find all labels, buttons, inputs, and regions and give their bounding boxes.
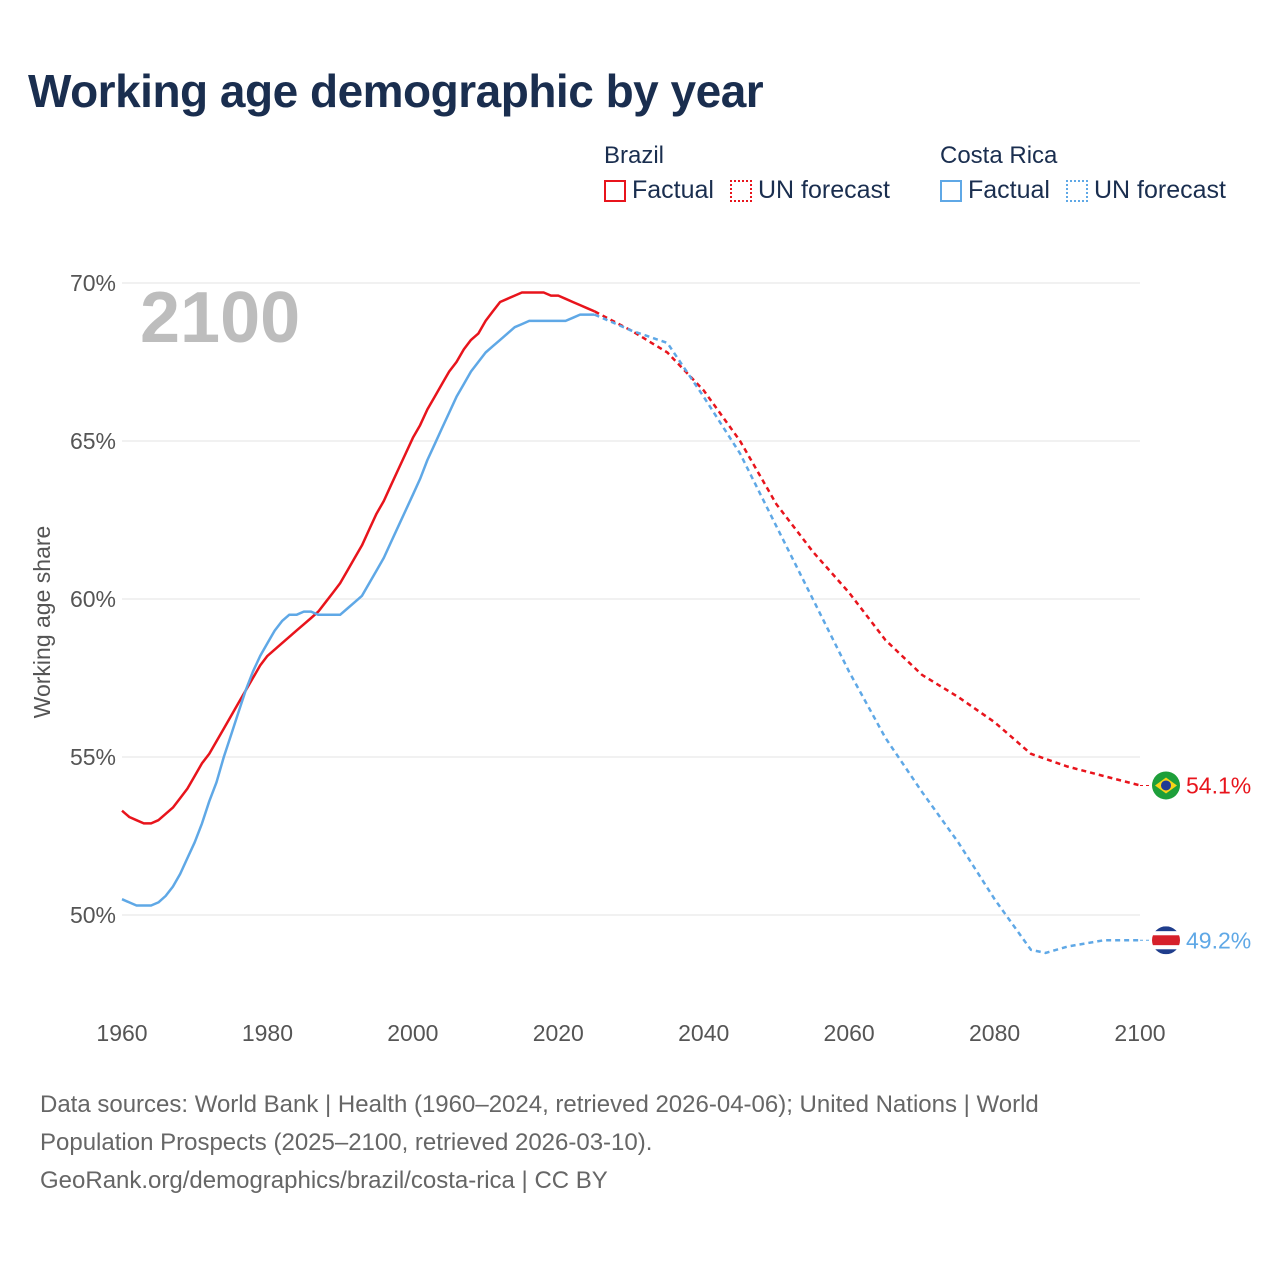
x-tick-label: 2100 <box>1114 1020 1165 1046</box>
x-tick-label: 2080 <box>969 1020 1020 1046</box>
legend-swatch-dotted <box>1065 179 1088 202</box>
legend-item-brazil-forecast[interactable]: UN forecast <box>729 176 890 205</box>
footer-line: Population Prospects (2025–2100, retriev… <box>40 1129 653 1156</box>
costa-rica-flag-stripe <box>1152 949 1180 955</box>
legend-item-costa-rica-forecast[interactable]: UN forecast <box>1065 176 1226 205</box>
legend-group-name: Costa Rica <box>940 142 1058 169</box>
x-tick-label: 2040 <box>678 1020 729 1046</box>
chart-title: Working age demographic by year <box>28 65 764 117</box>
brazil-forecast-line <box>594 310 1141 787</box>
footer-line: GeoRank.org/demographics/brazil/costa-ri… <box>40 1167 608 1194</box>
legend-brazil: Brazil Factual UN forecast <box>604 142 890 205</box>
x-tick-label: 1960 <box>96 1020 147 1046</box>
brazil-flag-globe <box>1161 780 1171 791</box>
legend-swatch-dotted <box>729 179 752 202</box>
costa-rica-flag-stripe <box>1152 926 1180 932</box>
y-tick-label: 65% <box>70 428 116 454</box>
costa-rica-end-label: 49.2% <box>1186 927 1251 953</box>
legend-label: Factual <box>632 176 714 204</box>
y-tick-label: 70% <box>70 270 116 296</box>
x-tick-label: 2060 <box>824 1020 875 1046</box>
legend-swatch-solid <box>604 179 626 202</box>
costa-rica-flag-stripe <box>1152 931 1180 936</box>
legend-item-brazil-factual[interactable]: Factual <box>604 176 714 205</box>
y-tick-label: 55% <box>70 744 116 770</box>
costa-rica-flag-stripe <box>1152 945 1180 950</box>
y-tick-label: 60% <box>70 586 116 612</box>
brazil-end-label: 54.1% <box>1186 772 1251 798</box>
costa-rica-factual-line <box>121 313 595 907</box>
footer-sources: Data sources: World Bank | Health (1960–… <box>40 1086 1220 1200</box>
legend-label: UN forecast <box>757 176 890 204</box>
x-tick-label: 2020 <box>533 1020 584 1046</box>
costa-rica-flag-icon <box>1152 926 1180 955</box>
legend-label: Factual <box>968 176 1050 204</box>
legend-item-costa-rica-factual[interactable]: Factual <box>940 176 1050 205</box>
footer-line: Data sources: World Bank | Health (1960–… <box>40 1091 1039 1118</box>
legend-label: UN forecast <box>1093 176 1226 204</box>
x-tick-label: 2000 <box>387 1020 438 1046</box>
legend-swatch-solid <box>940 179 962 202</box>
legend-costa-rica: Costa Rica Factual UN forecast <box>940 142 1226 205</box>
y-tick-label: 50% <box>70 902 116 928</box>
year-overlay: 2100 <box>140 278 300 358</box>
brazil-factual-line <box>121 291 596 825</box>
y-axis-title: Working age share <box>29 526 55 719</box>
legend-group-name: Brazil <box>604 142 665 169</box>
costa-rica-flag-stripe <box>1152 935 1180 946</box>
costa-rica-forecast-line <box>594 313 1140 955</box>
x-tick-label: 1980 <box>242 1020 293 1046</box>
